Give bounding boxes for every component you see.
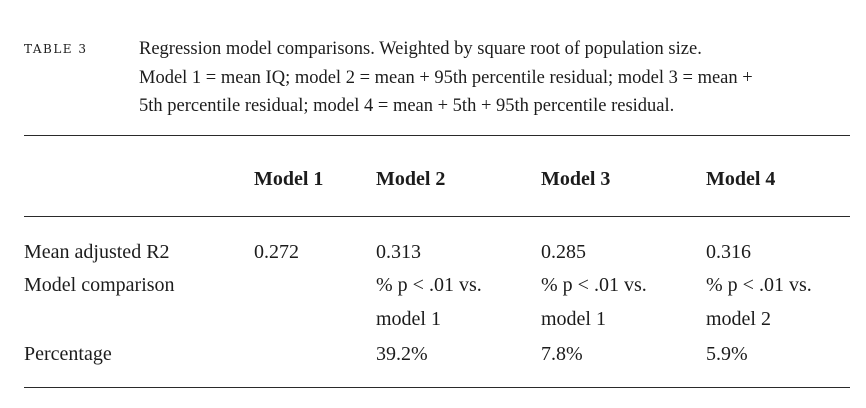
table-caption: Regression model comparisons. Weighted b…: [139, 35, 851, 121]
row-label-percentage: Percentage: [24, 343, 112, 365]
row-label-mean-adjusted-r2: Mean adjusted R2: [24, 241, 170, 263]
table-cell: % p < .01 vs.: [541, 274, 647, 296]
top-rule: [24, 135, 850, 136]
caption-line: Model 1 = mean IQ; model 2 = mean + 95th…: [139, 67, 753, 88]
table-cell: 0.285: [541, 241, 586, 263]
row-label-model-comparison: Model comparison: [24, 274, 175, 296]
caption-line: 5th percentile residual; model 4 = mean …: [139, 96, 675, 116]
header-rule: [24, 216, 850, 217]
table-cell: 39.2%: [376, 343, 428, 365]
table-cell: 0.316: [706, 241, 751, 263]
table-cell: 0.313: [376, 241, 421, 263]
column-header-model-3: Model 3: [541, 168, 611, 190]
table-cell: % p < .01 vs.: [376, 274, 482, 296]
table-cell: model 1: [541, 308, 606, 330]
column-header-model-1: Model 1: [254, 168, 324, 190]
table-cell: model 2: [706, 308, 771, 330]
table-cell: 7.8%: [541, 343, 583, 365]
table-cell: 0.272: [254, 241, 299, 263]
table-cell: model 1: [376, 308, 441, 330]
caption-line: Regression model comparisons. Weighted b…: [139, 39, 702, 59]
table-cell: 5.9%: [706, 343, 748, 365]
column-header-model-4: Model 4: [706, 168, 776, 190]
column-header-model-2: Model 2: [376, 168, 446, 190]
table-number-label: TABLE 3: [24, 42, 88, 56]
bottom-rule: [24, 387, 850, 388]
table-cell: % p < .01 vs.: [706, 274, 812, 296]
